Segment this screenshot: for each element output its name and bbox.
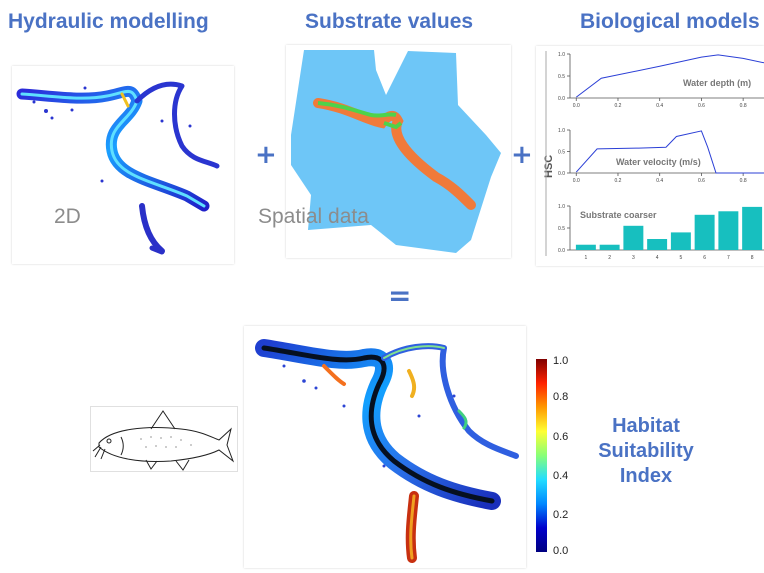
- hsi-line-2: Suitability: [598, 440, 694, 462]
- hsi-label: Habitat Suitability Index: [590, 414, 702, 489]
- plus-operator-2: +: [511, 140, 533, 170]
- y-tick-label: 0.0: [558, 248, 565, 254]
- chart-annotation: Water velocity (m/s): [616, 157, 701, 167]
- y-tick-label: 0.5: [558, 226, 565, 232]
- colorbar-tick: 0.6: [553, 431, 569, 443]
- bar: [670, 232, 691, 250]
- x-tick-label: 0.0: [573, 103, 580, 109]
- x-tick-label: 0.4: [656, 178, 663, 184]
- x-tick-label: 0.2: [615, 103, 622, 109]
- biological-panel: HSC 0.0 0.5 1.0 0.0 0.2 0.4 0.6 0.8 Water depth (…: [536, 46, 764, 266]
- y-tick-label: 0.0: [558, 96, 565, 102]
- fish-panel: [90, 406, 238, 472]
- colorbar-tick: 0.2: [553, 509, 569, 521]
- colorbar-tick: 1.0: [553, 355, 569, 367]
- y-tick-label: 0.5: [558, 150, 565, 156]
- x-tick-label: 6: [703, 255, 706, 261]
- substrate-caption: Spatial data: [258, 205, 369, 228]
- hsi-line-1: Habitat: [612, 415, 680, 437]
- y-tick-label: 1.0: [558, 52, 565, 58]
- hydraulic-heading: Hydraulic modelling: [8, 10, 209, 33]
- x-tick-label: 0.4: [656, 103, 663, 109]
- colorbar-tick: 0.8: [553, 391, 569, 403]
- biological-heading: Biological models: [580, 10, 760, 33]
- bar: [599, 244, 620, 250]
- substrate-map: [291, 50, 501, 253]
- x-tick-label: 1: [584, 255, 587, 261]
- hsi-line-3: Index: [619, 465, 673, 487]
- chart-annotation: Substrate coarser: [580, 210, 657, 220]
- fish-illustration: [92, 410, 235, 471]
- habitat-suitability-map: [255, 339, 519, 563]
- bar: [742, 206, 763, 250]
- x-tick-label: 0.2: [615, 178, 622, 184]
- colorbar: [536, 359, 547, 552]
- x-tick-label: 0.6: [698, 178, 705, 184]
- result-panel: [244, 326, 526, 568]
- hsc-axis-label: HSC: [543, 155, 555, 178]
- x-tick-label: 8: [751, 255, 754, 261]
- substrate-heading: Substrate values: [305, 10, 474, 33]
- chart-annotation: Water depth (m): [683, 78, 751, 88]
- bar: [694, 214, 715, 250]
- plus-operator-1: +: [255, 140, 277, 170]
- x-tick-label: 7: [727, 255, 730, 261]
- hydraulic-map: [16, 81, 220, 255]
- series-line: [575, 130, 764, 174]
- equals-operator: =: [388, 279, 412, 312]
- x-tick-label: 0.0: [573, 178, 580, 184]
- x-tick-label: 0.6: [698, 103, 705, 109]
- x-tick-label: 0.8: [740, 103, 747, 109]
- x-tick-label: 2: [608, 255, 611, 261]
- y-tick-label: 0.5: [558, 74, 565, 80]
- series-line: [575, 54, 764, 98]
- x-tick-label: 5: [679, 255, 682, 261]
- x-tick-label: 0.8: [740, 178, 747, 184]
- colorbar-tick: 0.0: [553, 545, 569, 557]
- hydraulic-caption: 2D: [54, 205, 81, 228]
- colorbar-ticks: 1.0 0.8 0.6 0.4 0.2 0.0: [548, 355, 588, 557]
- substrate-panel: [286, 45, 511, 258]
- bar: [575, 244, 596, 250]
- y-tick-label: 1.0: [558, 128, 565, 134]
- y-tick-label: 0.0: [558, 171, 565, 177]
- bar: [718, 211, 739, 250]
- x-tick-label: 3: [632, 255, 635, 261]
- x-tick-label: 4: [656, 255, 659, 261]
- colorbar-tick: 0.4: [553, 470, 569, 482]
- y-tick-label: 1.0: [558, 204, 565, 210]
- bar: [647, 239, 668, 250]
- bar: [623, 225, 644, 250]
- substrate-area: [291, 50, 501, 253]
- hydraulic-panel: [12, 66, 234, 264]
